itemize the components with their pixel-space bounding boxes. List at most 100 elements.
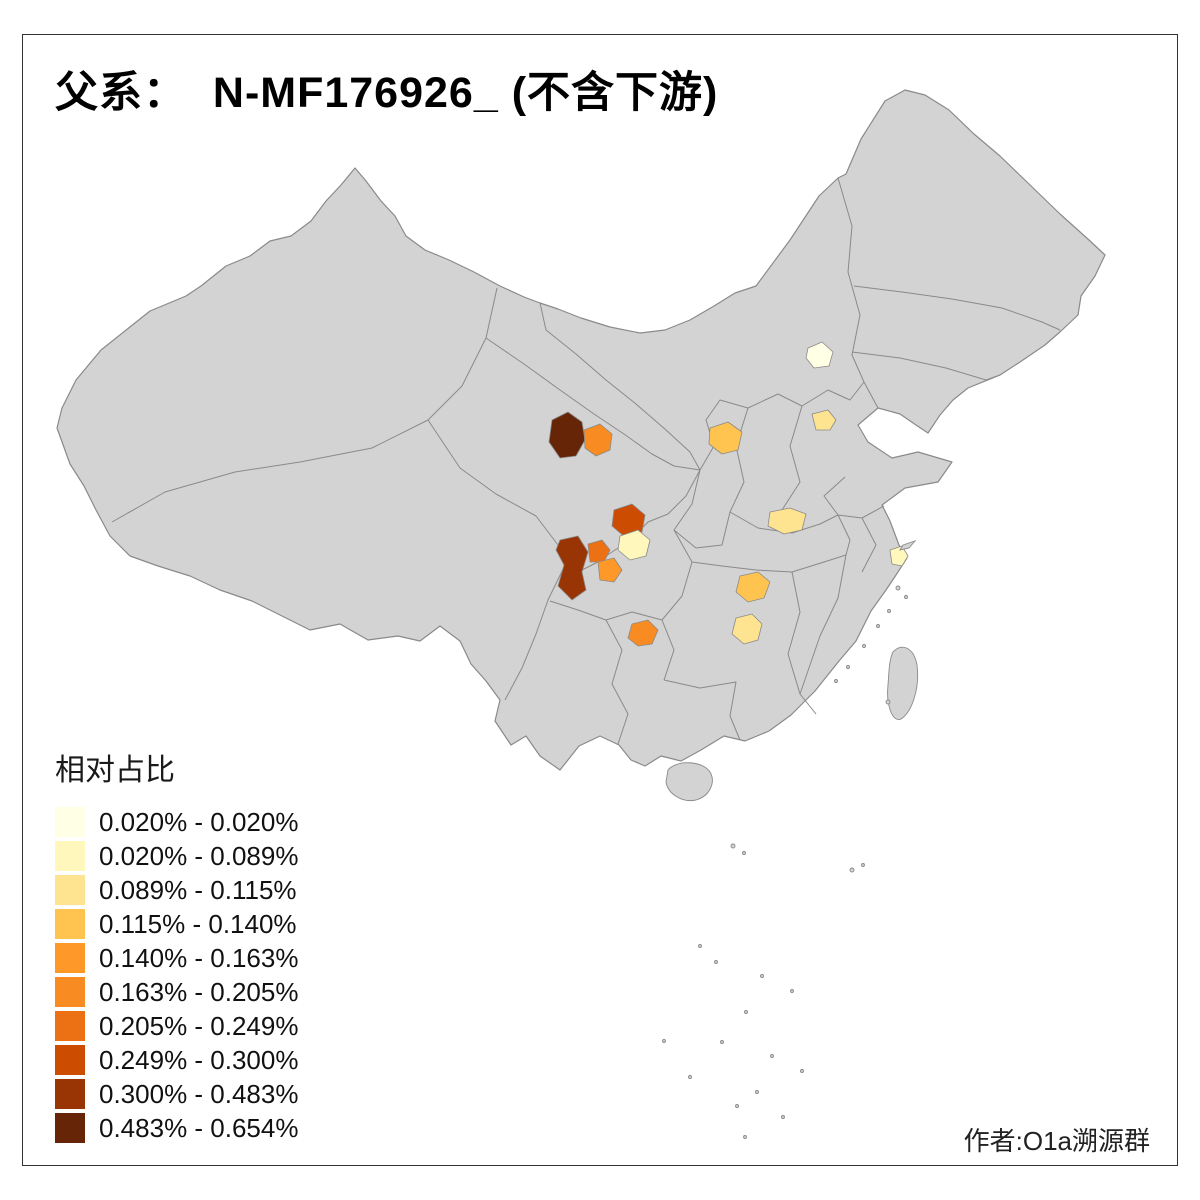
legend-entry: 0.249% - 0.300%: [55, 1043, 298, 1077]
coastal-island: [904, 595, 908, 599]
region-hunan-north: [731, 613, 763, 645]
legend-label: 0.205% - 0.249%: [99, 1010, 299, 1041]
legend-label: 0.020% - 0.020%: [99, 806, 299, 837]
region-gansu-southeast: [611, 503, 646, 539]
province-border-line: [485, 337, 701, 471]
south-china-sea-islet: [755, 1090, 759, 1094]
south-china-sea-islet: [800, 1069, 804, 1073]
legend-entry: 0.300% - 0.483%: [55, 1077, 298, 1111]
penghu-islet: [885, 699, 891, 705]
legend-label: 0.115% - 0.140%: [99, 908, 297, 939]
province-border-line: [691, 554, 847, 573]
map-title: 父系： N-MF176926_ (不含下游): [55, 69, 719, 117]
legend-swatch: [55, 841, 85, 871]
south-china-sea-islet: [730, 843, 736, 849]
province-border-line: [673, 469, 731, 549]
south-china-sea-islet: [698, 944, 702, 948]
province-border-line: [661, 529, 693, 621]
south-china-sea-islet: [781, 1115, 785, 1119]
region-sichuan-east: [617, 529, 651, 561]
coastal-island: [876, 624, 880, 628]
region-beijing: [805, 341, 834, 369]
islands: [665, 540, 919, 802]
coastal-island: [895, 585, 901, 591]
province-border-line: [111, 287, 498, 523]
province-border-line: [851, 351, 1001, 381]
region-hebei-central: [811, 409, 837, 431]
region-hubei-central: [735, 571, 771, 603]
legend-label: 0.483% - 0.654%: [99, 1112, 299, 1143]
province-border-line: [504, 564, 566, 701]
legend-entry: 0.020% - 0.089%: [55, 839, 298, 873]
province-border-line: [799, 693, 817, 715]
region-guizhou-central: [627, 619, 659, 647]
south-china-sea-islet: [861, 863, 865, 867]
region-qinghai-west: [548, 411, 586, 459]
south-china-sea-islet: [743, 1135, 747, 1139]
province-border-line: [729, 511, 839, 534]
legend-swatch: [55, 909, 85, 939]
legend-swatch: [55, 1113, 85, 1143]
coastal-island: [887, 609, 891, 613]
highlighted-regions: [548, 341, 909, 647]
province-border-line: [605, 619, 629, 745]
legend-label: 0.249% - 0.300%: [99, 1044, 299, 1075]
province-border-line: [799, 554, 847, 695]
legend-entry: 0.205% - 0.249%: [55, 1009, 298, 1043]
region-shanxi-central: [708, 421, 743, 455]
taiwan-island: [887, 646, 919, 720]
coastal-island: [834, 679, 838, 683]
coastal-island: [846, 665, 850, 669]
legend-entry: 0.163% - 0.205%: [55, 975, 298, 1009]
south-china-sea-islet: [735, 1104, 739, 1108]
legend-swatch: [55, 1045, 85, 1075]
south-china-sea-islet: [760, 974, 764, 978]
legend-entry: 0.483% - 0.654%: [55, 1111, 298, 1145]
legend-swatch: [55, 807, 85, 837]
legend-entry: 0.020% - 0.020%: [55, 805, 298, 839]
legend-entries: 0.020% - 0.020% 0.020% - 0.089% 0.089% - 0…: [55, 805, 298, 1145]
legend-label: 0.300% - 0.483%: [99, 1078, 299, 1109]
legend-entry: 0.089% - 0.115%: [55, 873, 298, 907]
legend-title: 相对占比: [55, 754, 175, 787]
south-china-sea-islet: [688, 1075, 692, 1079]
province-border-line: [781, 405, 803, 511]
province-border-line: [853, 285, 1061, 331]
south-china-sea-islet: [744, 1010, 748, 1014]
south-china-sea-islet: [720, 1040, 724, 1044]
region-sichuan-chengdu: [597, 557, 623, 583]
legend: 相对占比 0.020% - 0.020% 0.020% - 0.089% 0.089…: [55, 745, 298, 1145]
province-border-line: [837, 177, 879, 409]
province-border-line: [729, 407, 749, 513]
author-credit: 作者:O1a溯源群: [963, 1126, 1150, 1156]
legend-entry: 0.140% - 0.163%: [55, 941, 298, 975]
legend-entry: 0.115% - 0.140%: [55, 907, 298, 941]
region-henan-central: [767, 507, 807, 535]
hainan-island: [665, 762, 713, 802]
region-sichuan-north: [587, 539, 611, 563]
south-china-sea-islets: [662, 843, 865, 1139]
south-china-sea-islet: [790, 989, 794, 993]
region-qinghai-east: [583, 423, 613, 457]
province-border-line: [663, 679, 741, 741]
province-border-line: [661, 619, 675, 681]
province-border-line: [861, 517, 877, 573]
province-border-line: [539, 302, 701, 471]
legend-label: 0.140% - 0.163%: [99, 942, 299, 973]
legend-label: 0.163% - 0.205%: [99, 976, 299, 1007]
province-border-line: [787, 571, 801, 695]
province-border-line: [837, 514, 851, 556]
south-china-sea-islet: [714, 960, 718, 964]
legend-swatch: [55, 977, 85, 1007]
legend-swatch: [55, 1079, 85, 1109]
legend-swatch: [55, 875, 85, 905]
legend-swatch: [55, 1011, 85, 1041]
region-shanghai: [889, 545, 909, 567]
coastal-island: [862, 644, 866, 648]
south-china-sea-islet: [849, 867, 855, 873]
south-china-sea-islet: [742, 851, 746, 855]
chongming-island: [899, 540, 917, 551]
south-china-sea-islet: [662, 1039, 666, 1043]
legend-label: 0.089% - 0.115%: [99, 874, 297, 905]
